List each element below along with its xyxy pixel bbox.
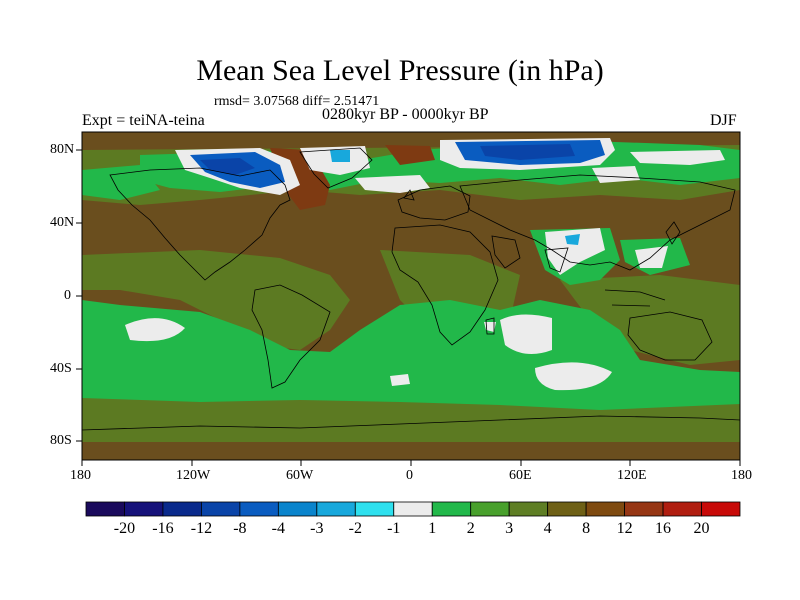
colorbar-label: -1 [387,520,401,537]
colorbar-swatch [124,501,164,517]
light-blue-region-tibet [565,234,580,245]
lon-label-60w: 60W [286,468,314,483]
lon-ticks [81,460,741,466]
white-region-indian-ocean [500,314,552,354]
colorbar-swatch [585,501,625,517]
colorbar-label: -20 [113,520,136,537]
colorbar-swatch [547,501,587,517]
rmsd-diff-stats: rmsd= 3.07568 diff= 2.51471 [214,94,380,109]
lon-label-120e: 120E [617,468,647,483]
white-region-south-pacific [125,318,185,342]
olive-zone-pacific [82,250,350,350]
colorbar-label: 4 [543,520,552,537]
colorbar-swatch [239,501,279,517]
lat-label-0: 0 [64,288,71,303]
colorbar-swatch [162,501,202,517]
lon-label-120w: 120W [176,468,211,483]
season-label: DJF [710,112,737,129]
colorbar-swatch [470,501,510,517]
colorbar-label: 3 [505,520,514,537]
chart-title: Mean Sea Level Pressure (in hPa) [196,54,604,87]
lat-label-40s: 40S [50,361,72,376]
experiment-label: Expt = teiNA-teina [82,112,205,129]
red-brown-greenland-sea [385,145,435,165]
colorbar-swatch [277,501,318,517]
period-label: 0280kyr BP - 0000kyr BP [322,106,489,123]
colorbar-swatch [393,501,433,517]
lat-label-80s: 80S [50,433,72,448]
lat-label-80n: 80N [50,142,75,157]
colorbar-swatch [662,501,702,517]
colorbar-swatch [431,501,472,517]
colorbar [85,501,741,517]
colorbar-label: 12 [616,520,633,537]
coastlines [82,147,740,431]
white-region-east-arctic [630,150,725,165]
white-region-north-atlantic [355,175,430,193]
white-region-southern-indian [535,362,612,391]
colorbar-label: -4 [271,520,285,537]
colorbar-swatch [316,501,356,517]
lat-label-40n: 40N [50,215,75,230]
colorbar-label: 8 [582,520,591,537]
colorbar-label: 1 [428,520,437,537]
colorbar-swatch [85,501,125,517]
colorbar-swatch [701,501,741,517]
lat-ticks [76,149,82,442]
olive-zone-maritime [560,275,740,365]
colorbar-label: -12 [190,520,213,537]
colorbar-label: -8 [233,520,247,537]
white-region-kamchatka [592,166,640,183]
colorbar-label: 20 [693,520,710,537]
colorbar-swatch [624,501,664,517]
colorbar-swatch [354,501,395,517]
colorbar-swatch [508,501,549,517]
white-region-south-atlantic [390,374,410,386]
light-blue-region-greenland [330,150,350,162]
colorbar-label: 2 [466,520,475,537]
deep-blue-region-siberia [480,144,575,160]
green-zone-bering [82,165,160,200]
lon-label-0: 0 [406,468,413,483]
colorbar-label: -2 [348,520,362,537]
colorbar-label: -3 [310,520,324,537]
colorbar-label: -16 [152,520,174,537]
lon-label-180e: 180 [731,468,752,483]
lon-label-60e: 60E [509,468,532,483]
colorbar-swatch [201,501,241,517]
lon-label-180w: 180 [70,468,91,483]
white-region-tibet [545,228,605,275]
colorbar-label: 16 [655,520,672,537]
